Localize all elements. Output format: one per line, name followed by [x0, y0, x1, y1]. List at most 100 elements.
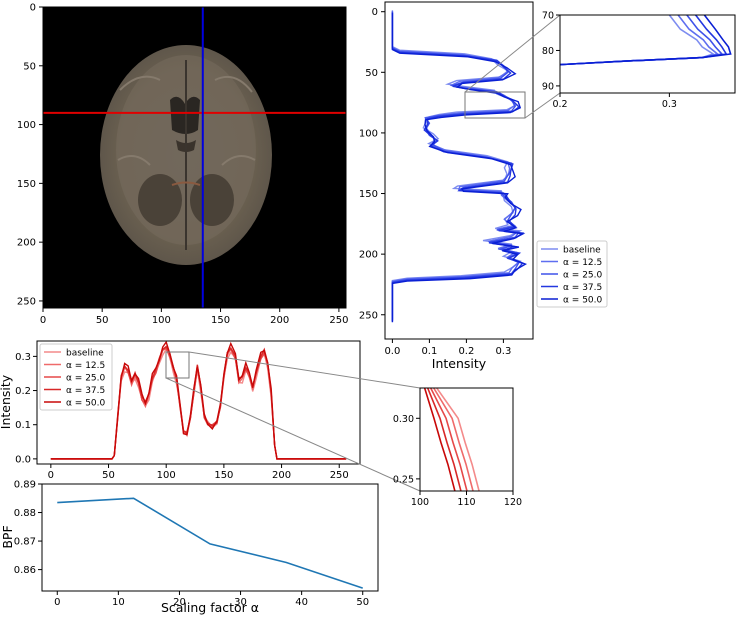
y-tick-label: 0.88 [14, 508, 36, 519]
horizontal-profile-axes: 0 50 100 150 200 250 0.0 0.1 0.2 0.3 [15, 352, 349, 481]
y-tick-label: 0.89 [14, 480, 36, 491]
bpf-frame [41, 483, 379, 592]
x-tick-label: 0.0 [384, 346, 400, 357]
brain-slice-panel: 0 50 100 150 200 250 0 50 100 150 200 250 [17, 3, 349, 327]
x-tick-label: 50 [356, 597, 369, 608]
inset-series [560, 15, 732, 66]
bpf-xlabel: Scaling factor α [161, 600, 259, 615]
horizontal-profile-line [50, 340, 347, 460]
y-tick-label: 70 [542, 11, 554, 22]
inset-axes: 100 110 120 0.25 0.30 [393, 414, 522, 508]
y-tick-label: 0.30 [393, 414, 414, 425]
horizontal-profile-series [50, 340, 347, 460]
horizontal-profile-legend: baseline α = 12.5 α = 25.0 α = 37.5 α = 50.0 [39, 343, 113, 411]
x-tick-label: 0 [54, 597, 60, 608]
vertical-profile-legend: baseline α = 12.5 α = 25.0 α = 37.5 α = 50.0 [536, 240, 608, 308]
y-tick-label: 200 [359, 250, 378, 261]
x-tick-label: 0 [40, 315, 46, 326]
vertical-profile-inset: 0.2 0.3 70 80 90 [542, 11, 736, 111]
zoom-connector [165, 377, 421, 492]
y-tick-label: 250 [359, 310, 378, 321]
x-tick-label: 150 [214, 470, 233, 481]
bpf-ylabel: BPF [0, 525, 15, 548]
legend-label: α = 37.5 [563, 283, 602, 293]
y-tick-label: 0 [30, 3, 36, 14]
legend-label: α = 50.0 [66, 399, 106, 409]
bpf-axes: 0 10 20 30 40 50 0.86 0.87 0.88 0.89 [14, 480, 369, 609]
x-tick-label: 30 [234, 597, 247, 608]
zoom-connector [464, 14, 561, 93]
y-tick-label: 100 [359, 128, 378, 139]
y-tick-label: 0.25 [393, 474, 414, 485]
inset-line [423, 388, 456, 491]
x-tick-label: 0.2 [458, 346, 474, 357]
x-tick-label: 10 [112, 597, 125, 608]
x-tick-label: 110 [457, 497, 475, 508]
legend-label: α = 37.5 [66, 386, 105, 396]
legend-box [536, 240, 608, 308]
horizontal-profile-ylabel: Intensity [0, 374, 13, 429]
horizontal-profile-inset: 100 110 120 0.25 0.30 [393, 387, 522, 508]
x-tick-label: 100 [157, 470, 176, 481]
x-tick-label: 50 [102, 470, 115, 481]
inset-series [423, 388, 480, 491]
x-tick-label: 20 [173, 597, 186, 608]
y-tick-label: 0.2 [15, 386, 31, 397]
inset-line [433, 388, 474, 491]
x-tick-label: 0.3 [662, 99, 677, 110]
horizontal-profile-zoom-box [165, 351, 190, 379]
legend-label: α = 12.5 [563, 258, 602, 268]
x-tick-label: 100 [152, 315, 171, 326]
x-tick-label: 250 [329, 315, 348, 326]
y-tick-label: 80 [542, 46, 554, 57]
vertical-profile-zoom-box [464, 91, 526, 119]
inset-line [560, 15, 732, 66]
zoom-connector [188, 351, 421, 389]
x-tick-label: 0.3 [495, 346, 511, 357]
y-tick-label: 150 [359, 189, 378, 200]
y-tick-label: 0.87 [14, 537, 36, 548]
y-tick-label: 0 [372, 7, 378, 18]
x-tick-label: 200 [272, 470, 291, 481]
x-tick-label: 200 [270, 315, 289, 326]
inset-line [426, 388, 462, 491]
zoom-connector [524, 92, 561, 119]
y-tick-label: 0.1 [15, 420, 31, 431]
inset-axes: 0.2 0.3 70 80 90 [542, 11, 677, 111]
horizontal-profile-frame [36, 340, 361, 465]
legend-label: baseline [66, 349, 104, 359]
vertical-profile-panel: 0.0 0.1 0.2 0.3 0 50 100 150 200 250 Intensity ba… [359, 1, 608, 371]
y-tick-label: 200 [17, 238, 36, 249]
y-tick-label: 50 [23, 61, 36, 72]
horizontal-profile-panel: 0 50 100 150 200 250 0.0 0.1 0.2 0.3 Intensity ba… [0, 340, 421, 492]
x-tick-label: 100 [411, 497, 429, 508]
y-tick-label: 0.3 [15, 352, 31, 363]
bpf-series-line [57, 497, 363, 589]
brain-slice-axes: 0 50 100 150 200 250 0 50 100 150 200 250 [17, 3, 349, 327]
bpf-panel: 0 10 20 30 40 50 0.86 0.87 0.88 0.89 Scaling fact… [0, 480, 379, 615]
vertical-profile-frame [384, 1, 534, 340]
legend-label: baseline [563, 246, 601, 256]
y-tick-label: 150 [17, 179, 36, 190]
legend-label: α = 25.0 [563, 271, 603, 281]
x-tick-label: 0 [48, 470, 54, 481]
vertical-profile-line [391, 13, 528, 323]
legend-label: α = 12.5 [66, 361, 105, 371]
x-tick-label: 150 [211, 315, 230, 326]
y-tick-label: 50 [365, 68, 378, 79]
x-tick-label: 0.2 [552, 99, 567, 110]
y-tick-label: 100 [17, 120, 36, 131]
legend-label: α = 25.0 [66, 374, 106, 384]
vertical-profile-xlabel: Intensity [432, 356, 487, 371]
brain-image [100, 45, 272, 265]
y-tick-label: 0.0 [15, 454, 31, 465]
y-tick-label: 0.86 [14, 565, 36, 576]
x-tick-label: 120 [504, 497, 522, 508]
legend-label: α = 50.0 [563, 296, 603, 306]
x-tick-label: 250 [330, 470, 349, 481]
vertical-profile-series [391, 10, 528, 323]
inset-line [436, 388, 480, 491]
legend-box [39, 343, 113, 411]
vertical-profile-axes: 0.0 0.1 0.2 0.3 0 50 100 150 200 250 [359, 7, 511, 357]
